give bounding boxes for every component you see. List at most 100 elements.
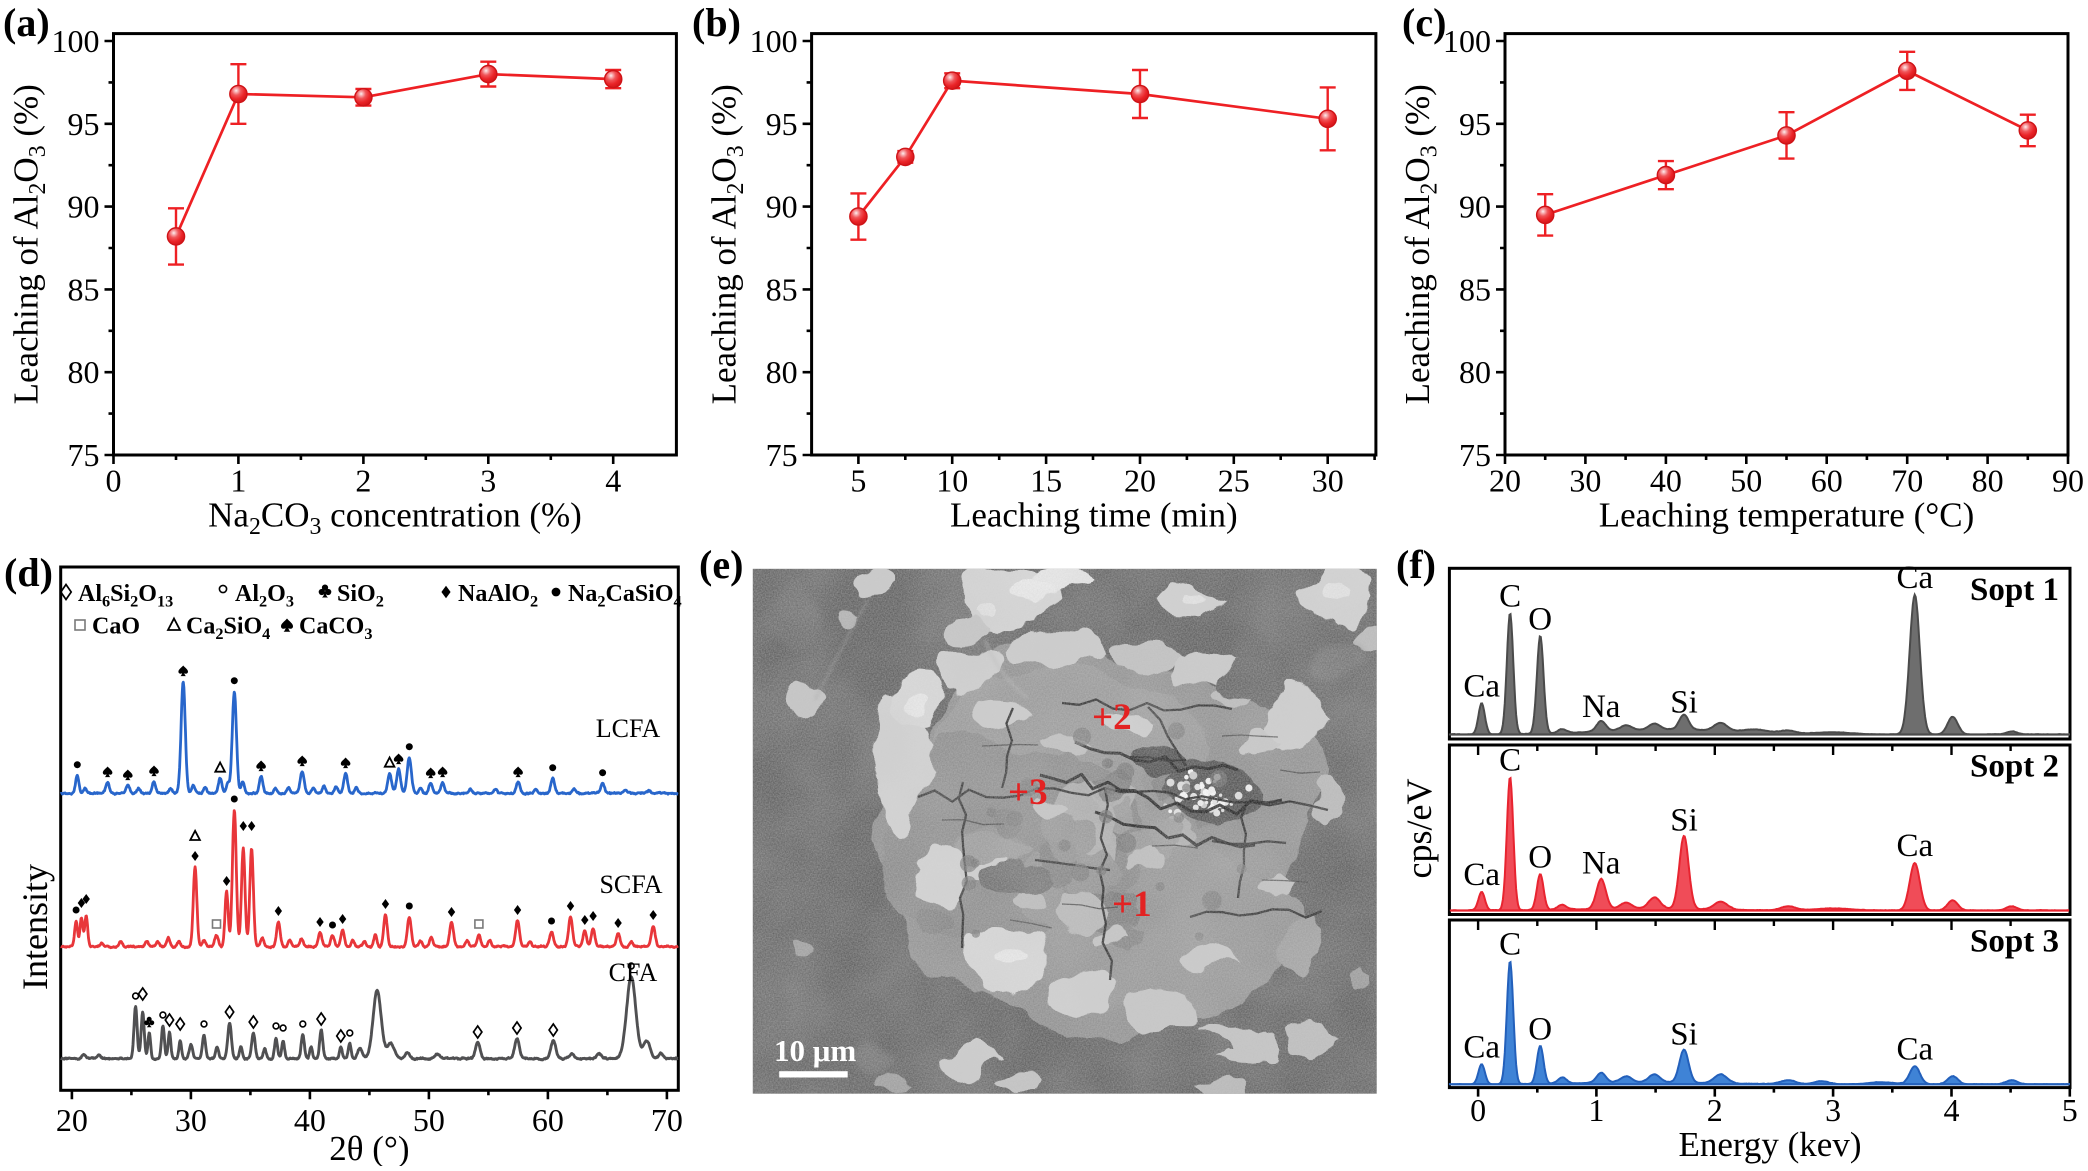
svg-text:30: 30 xyxy=(175,1102,207,1138)
svg-text:95: 95 xyxy=(766,106,798,142)
svg-text:Na2CO3 concentration (%): Na2CO3 concentration (%) xyxy=(208,496,582,541)
svg-text:40: 40 xyxy=(294,1102,326,1138)
svg-text:Ca: Ca xyxy=(1463,857,1500,893)
svg-text:C: C xyxy=(1499,579,1521,615)
svg-text:15: 15 xyxy=(1030,463,1062,499)
svg-text:2: 2 xyxy=(355,463,371,499)
svg-text:0: 0 xyxy=(106,463,122,499)
svg-text:Ca: Ca xyxy=(1896,828,1933,864)
svg-text:5: 5 xyxy=(2062,1092,2078,1128)
svg-text:Ca: Ca xyxy=(1463,1029,1500,1065)
svg-text:50: 50 xyxy=(1730,463,1762,499)
svg-text:Si: Si xyxy=(1670,1016,1698,1052)
svg-text:Sopt 1: Sopt 1 xyxy=(1970,572,2059,608)
svg-text:90: 90 xyxy=(766,189,798,225)
svg-text:70: 70 xyxy=(1891,463,1923,499)
svg-text:95: 95 xyxy=(1459,106,1491,142)
svg-text:Al2O3: Al2O3 xyxy=(235,581,294,610)
svg-text:3: 3 xyxy=(480,463,496,499)
svg-text:O: O xyxy=(1528,840,1552,876)
svg-text:90: 90 xyxy=(1459,189,1491,225)
svg-text:Ca: Ca xyxy=(1896,560,1933,596)
svg-text:80: 80 xyxy=(1972,463,2004,499)
svg-text:Na2CaSiO4: Na2CaSiO4 xyxy=(568,581,682,610)
svg-text:4: 4 xyxy=(1944,1092,1960,1128)
svg-text:Leaching of Al2O3 (%): Leaching of Al2O3 (%) xyxy=(1398,84,1443,404)
svg-text:LCFA: LCFA xyxy=(596,714,661,743)
svg-text:20: 20 xyxy=(1124,463,1156,499)
svg-text:(f): (f) xyxy=(1396,542,1436,587)
svg-text:Ca: Ca xyxy=(1896,1031,1933,1067)
svg-text:(d): (d) xyxy=(4,550,53,595)
svg-text:C: C xyxy=(1499,743,1521,779)
svg-text:NaAlO2: NaAlO2 xyxy=(458,581,538,610)
svg-text:90: 90 xyxy=(68,189,100,225)
svg-text:CFA: CFA xyxy=(609,958,658,987)
svg-text:50: 50 xyxy=(413,1102,445,1138)
svg-text:CaCO3: CaCO3 xyxy=(299,614,372,643)
svg-text:Si: Si xyxy=(1670,803,1698,839)
svg-text:30: 30 xyxy=(1312,463,1344,499)
svg-text:75: 75 xyxy=(1459,437,1491,473)
svg-text:Sopt 2: Sopt 2 xyxy=(1970,749,2059,785)
svg-text:Al6Si2O13: Al6Si2O13 xyxy=(78,581,173,610)
svg-text:30: 30 xyxy=(1569,463,1601,499)
svg-text:80: 80 xyxy=(68,354,100,390)
svg-text:90: 90 xyxy=(2052,463,2084,499)
svg-text:25: 25 xyxy=(1218,463,1250,499)
svg-text:80: 80 xyxy=(766,354,798,390)
svg-text:2θ (°): 2θ (°) xyxy=(329,1129,409,1166)
svg-text:O: O xyxy=(1528,1011,1552,1047)
svg-text:Ca2SiO4: Ca2SiO4 xyxy=(186,614,270,643)
svg-text:3: 3 xyxy=(1825,1092,1841,1128)
svg-text:+1: +1 xyxy=(1112,884,1152,925)
svg-text:100: 100 xyxy=(750,23,798,59)
svg-text:(c): (c) xyxy=(1402,0,1446,45)
svg-text:85: 85 xyxy=(68,271,100,307)
svg-text:85: 85 xyxy=(1459,271,1491,307)
svg-text:80: 80 xyxy=(1459,354,1491,390)
svg-text:10: 10 xyxy=(936,463,968,499)
svg-text:Si: Si xyxy=(1670,685,1698,721)
svg-text:100: 100 xyxy=(52,23,100,59)
svg-text:20: 20 xyxy=(56,1102,88,1138)
svg-text:85: 85 xyxy=(766,271,798,307)
svg-text:Leaching of Al2O3 (%): Leaching of Al2O3 (%) xyxy=(705,84,750,404)
svg-text:Energy (kev): Energy (kev) xyxy=(1678,1125,1861,1164)
svg-text:Leaching temperature (°C): Leaching temperature (°C) xyxy=(1599,496,1974,535)
svg-text:70: 70 xyxy=(651,1102,683,1138)
svg-text:(b): (b) xyxy=(692,0,741,45)
svg-text:+3: +3 xyxy=(1008,772,1048,813)
svg-text:2: 2 xyxy=(1707,1092,1723,1128)
svg-text:20: 20 xyxy=(1489,463,1521,499)
svg-text:SCFA: SCFA xyxy=(599,870,662,899)
svg-text:1: 1 xyxy=(1588,1092,1604,1128)
svg-text:Na: Na xyxy=(1582,689,1621,725)
svg-text:60: 60 xyxy=(1811,463,1843,499)
svg-text:75: 75 xyxy=(766,437,798,473)
svg-text:C: C xyxy=(1499,926,1521,962)
svg-text:Ca: Ca xyxy=(1463,669,1500,705)
svg-text:95: 95 xyxy=(68,106,100,142)
svg-text:60: 60 xyxy=(532,1102,564,1138)
svg-text:CaO: CaO xyxy=(92,614,140,640)
svg-text:+2: +2 xyxy=(1092,697,1132,738)
svg-text:75: 75 xyxy=(68,437,100,473)
svg-text:40: 40 xyxy=(1650,463,1682,499)
svg-text:Leaching of Al2O3 (%): Leaching of Al2O3 (%) xyxy=(7,84,52,404)
svg-text:Sopt 3: Sopt 3 xyxy=(1970,924,2059,960)
svg-text:Intensity: Intensity xyxy=(15,864,55,990)
svg-text:O: O xyxy=(1528,602,1552,638)
svg-text:10 μm: 10 μm xyxy=(774,1033,856,1068)
svg-text:SiO2: SiO2 xyxy=(337,581,384,610)
svg-text:4: 4 xyxy=(605,463,621,499)
svg-text:1: 1 xyxy=(230,463,246,499)
svg-text:0: 0 xyxy=(1470,1092,1486,1128)
svg-text:cps/eV: cps/eV xyxy=(1399,779,1439,879)
svg-text:Na: Na xyxy=(1582,846,1621,882)
svg-text:Leaching time (min): Leaching time (min) xyxy=(950,496,1238,535)
svg-text:(a): (a) xyxy=(3,0,50,45)
svg-text:5: 5 xyxy=(850,463,866,499)
svg-text:100: 100 xyxy=(1443,23,1491,59)
svg-text:(e): (e) xyxy=(699,542,743,587)
